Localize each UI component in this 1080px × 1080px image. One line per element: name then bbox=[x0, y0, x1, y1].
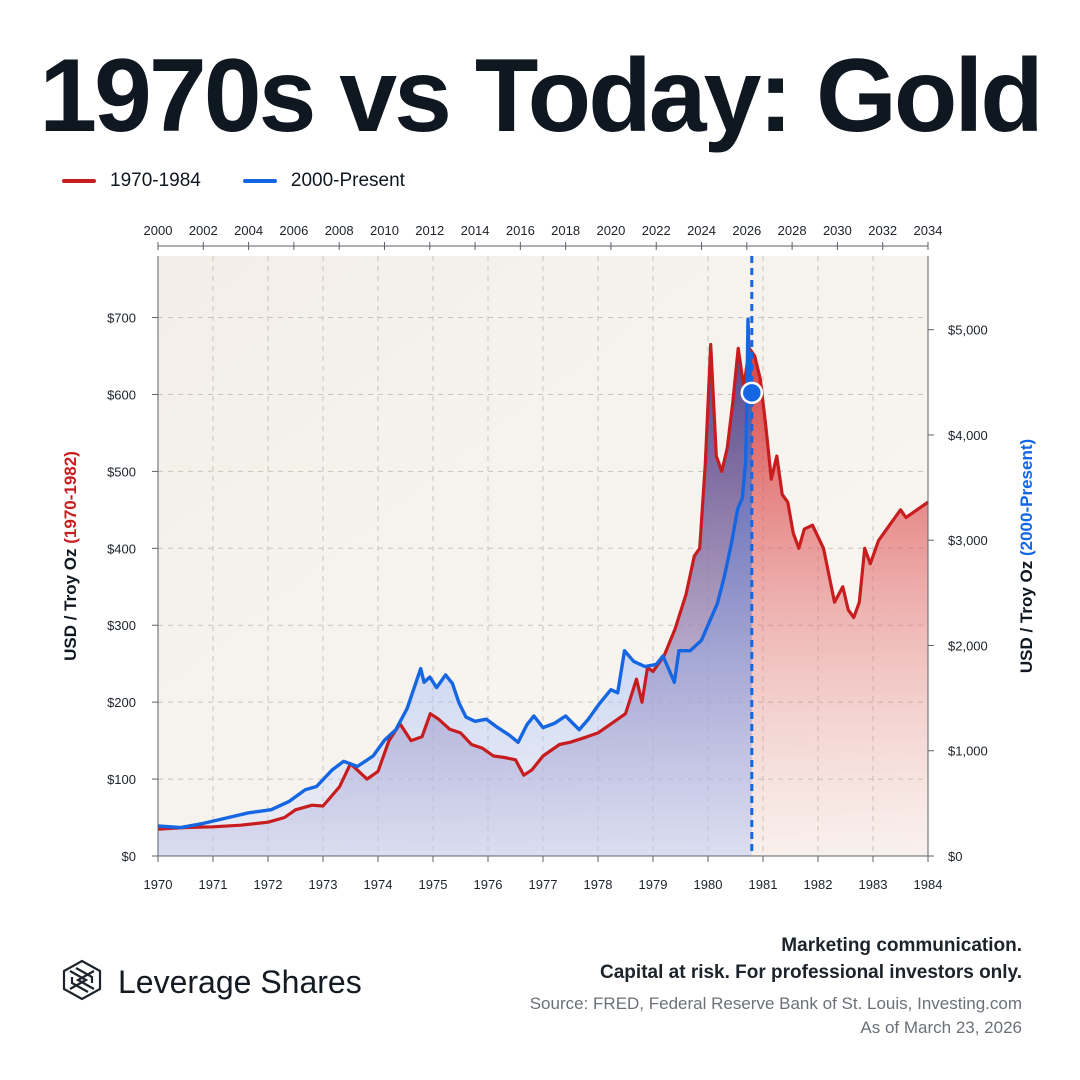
right-tick-label: $2,000 bbox=[948, 638, 988, 653]
disclaimer-line-2: Capital at risk. For professional invest… bbox=[600, 962, 1022, 983]
left-tick-label: $700 bbox=[107, 311, 136, 326]
as-of-date: As of March 23, 2026 bbox=[860, 1018, 1022, 1037]
top-tick-label: 2026 bbox=[732, 223, 761, 238]
brand-name: Leverage Shares bbox=[118, 964, 362, 1000]
top-tick-label: 2020 bbox=[596, 223, 625, 238]
bottom-tick-label: 1976 bbox=[474, 877, 503, 892]
legend-swatch-red bbox=[62, 179, 96, 183]
bottom-tick-label: 1981 bbox=[749, 877, 778, 892]
legend-item-2000-present: 2000-Present bbox=[242, 170, 405, 192]
top-tick-label: 2012 bbox=[415, 223, 444, 238]
top-tick-label: 2028 bbox=[778, 223, 807, 238]
bottom-tick-label: 1984 bbox=[914, 877, 943, 892]
bottom-tick-label: 1977 bbox=[529, 877, 558, 892]
right-tick-label: $3,000 bbox=[948, 533, 988, 548]
left-tick-label: $400 bbox=[107, 541, 136, 556]
leverage-shares-logo-icon bbox=[60, 958, 104, 1007]
bottom-tick-label: 1974 bbox=[364, 877, 393, 892]
right-tick-label: $4,000 bbox=[948, 428, 988, 443]
bottom-tick-label: 1983 bbox=[859, 877, 888, 892]
left-axis-title: USD / Troy Oz (1970-1982) bbox=[61, 451, 80, 661]
right-tick-label: $5,000 bbox=[948, 323, 988, 338]
bottom-tick-label: 1980 bbox=[694, 877, 723, 892]
top-tick-label: 2022 bbox=[642, 223, 671, 238]
bottom-tick-label: 1982 bbox=[804, 877, 833, 892]
left-tick-label: $200 bbox=[107, 695, 136, 710]
bottom-tick-label: 1970 bbox=[144, 877, 173, 892]
left-tick-label: $500 bbox=[107, 464, 136, 479]
disclaimer-line-1: Marketing communication. bbox=[781, 935, 1022, 956]
top-tick-label: 2034 bbox=[914, 223, 943, 238]
source-note: Source: FRED, Federal Reserve Bank of St… bbox=[529, 994, 1022, 1013]
left-tick-label: $100 bbox=[107, 772, 136, 787]
bottom-tick-label: 1979 bbox=[639, 877, 668, 892]
left-tick-label: $600 bbox=[107, 387, 136, 402]
top-tick-label: 2014 bbox=[461, 223, 490, 238]
chart-title: 1970s vs Today: Gold bbox=[39, 38, 1044, 154]
legend-label-1970-1984: 1970-1984 bbox=[110, 170, 201, 191]
top-tick-label: 2008 bbox=[325, 223, 354, 238]
legend-item-1970-1984: 1970-1984 bbox=[62, 170, 201, 192]
top-tick-label: 2018 bbox=[551, 223, 580, 238]
brand: Leverage Shares bbox=[60, 958, 362, 1007]
bottom-tick-label: 1972 bbox=[254, 877, 283, 892]
left-tick-label: $300 bbox=[107, 618, 136, 633]
right-axis-title: USD / Troy Oz (2000-Present) bbox=[1017, 439, 1036, 673]
top-tick-label: 2030 bbox=[823, 223, 852, 238]
right-tick-label: $0 bbox=[948, 849, 962, 864]
top-tick-label: 2002 bbox=[189, 223, 218, 238]
right-axis-title-range: (2000-Present) bbox=[1017, 439, 1036, 556]
legend-swatch-blue bbox=[242, 179, 277, 183]
bottom-tick-label: 1971 bbox=[199, 877, 228, 892]
top-tick-label: 2024 bbox=[687, 223, 716, 238]
left-tick-label: $0 bbox=[122, 849, 136, 864]
right-tick-label: $1,000 bbox=[948, 744, 988, 759]
top-tick-label: 2016 bbox=[506, 223, 535, 238]
top-tick-label: 2010 bbox=[370, 223, 399, 238]
area-2000-present bbox=[158, 319, 752, 856]
footer-disclaimer: Marketing communication. Capital at risk… bbox=[530, 932, 1022, 1040]
bottom-tick-label: 1978 bbox=[584, 877, 613, 892]
bottom-tick-label: 1975 bbox=[419, 877, 448, 892]
left-axis-title-main: USD / Troy Oz bbox=[61, 544, 80, 661]
bottom-tick-label: 1973 bbox=[309, 877, 338, 892]
chart-legend: 1970-1984 2000-Present bbox=[62, 170, 405, 192]
top-tick-label: 2000 bbox=[144, 223, 173, 238]
line-2000-present bbox=[157, 317, 754, 830]
top-tick-label: 2004 bbox=[234, 223, 263, 238]
top-tick-label: 2032 bbox=[868, 223, 897, 238]
left-axis-title-range: (1970-1982) bbox=[61, 451, 80, 544]
area-overlap bbox=[158, 344, 752, 856]
legend-label-2000-present: 2000-Present bbox=[290, 170, 405, 191]
right-axis-title-main: USD / Troy Oz bbox=[1017, 556, 1036, 673]
today-marker-point bbox=[740, 381, 764, 405]
top-tick-label: 2006 bbox=[279, 223, 308, 238]
